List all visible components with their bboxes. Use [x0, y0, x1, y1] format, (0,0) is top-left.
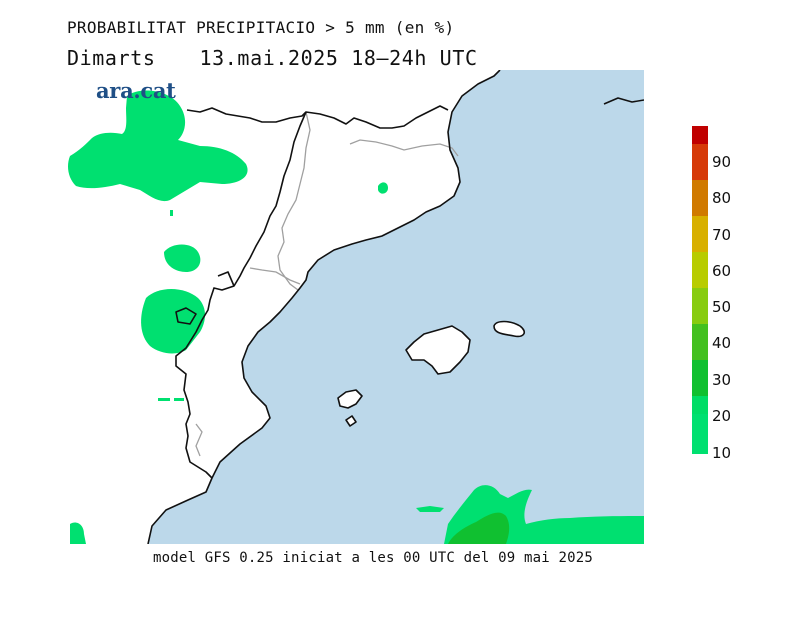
model-info: model GFS 0.25 iniciat a les 00 UTC del …	[153, 550, 594, 566]
regional-borders	[195, 111, 459, 457]
logo: ara.cat	[96, 78, 176, 103]
legend-swatch	[692, 414, 708, 454]
legend-swatch	[692, 144, 708, 180]
legend-tick: 90	[712, 153, 732, 171]
sea-area	[148, 70, 644, 544]
legend-swatch	[692, 216, 708, 252]
legend-tick: 60	[712, 262, 732, 280]
legend-tick: 50	[712, 298, 732, 316]
legend-swatch	[692, 126, 708, 144]
menorca	[493, 320, 526, 338]
legend-tick: 80	[712, 189, 732, 207]
mallorca	[405, 325, 471, 375]
map-subtitle: Dimarts 13.mai.2025 18–24h UTC	[67, 46, 478, 70]
map-title: PROBABILITAT PRECIPITACIO > 5 mm (en %)	[67, 18, 455, 37]
legend-tick: 20	[712, 407, 732, 425]
formentera	[345, 415, 357, 427]
eivissa	[337, 389, 363, 409]
legend-swatch	[692, 396, 708, 414]
legend-tick: 70	[712, 226, 732, 244]
forecast-datetime: 13.mai.2025 18–24h UTC	[199, 46, 478, 70]
legend-swatch	[692, 360, 708, 396]
legend-swatch	[692, 288, 708, 324]
legend-swatch	[692, 324, 708, 360]
balearic-islands	[337, 320, 526, 427]
probability-shading-20	[448, 512, 510, 544]
legend-tick: 30	[712, 371, 732, 389]
legend-swatch	[692, 180, 708, 216]
legend-tick: 10	[712, 444, 732, 462]
forecast-day: Dimarts	[67, 46, 156, 70]
legend-swatch	[692, 252, 708, 288]
coastline	[147, 70, 644, 544]
legend-tick: 40	[712, 334, 732, 352]
